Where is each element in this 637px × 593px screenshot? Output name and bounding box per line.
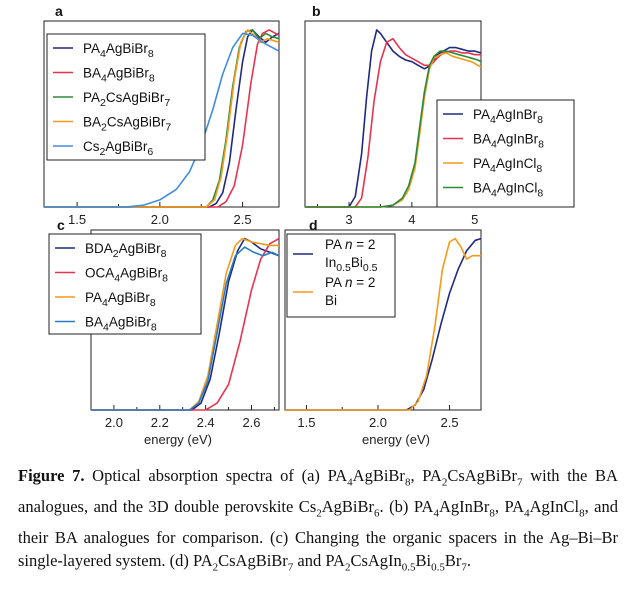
series-line-c-3 — [91, 246, 280, 411]
caption-subscript: 7 — [287, 561, 294, 574]
caption-text-run: , PA — [494, 496, 525, 516]
caption-text-run: AgInBr — [438, 496, 490, 516]
caption-text-run: Optical absorption spectra of (a) PA — [84, 466, 348, 485]
panel-label: b — [312, 3, 321, 19]
x-tick-label: 2.6 — [242, 415, 260, 430]
caption-text-run: and PA — [293, 551, 345, 571]
caption-text-run: Bi — [415, 551, 432, 571]
panel-label: d — [309, 217, 318, 233]
legend-box — [286, 233, 396, 318]
legend-entry-label: PA4AgInBr8 — [473, 107, 543, 126]
figure-7-absorption-spectra: a 1.5 2.0 2.5 PA4AgBiBr8 BA4AgBiBr8 PA2CsAgBiB… — [43, 3, 575, 447]
panel-c: c 2.0 2.2 2.4 2.6 BDA2AgBiBr8 OCA4AgBiBr8 PA4Ag… — [48, 217, 280, 447]
x-tick-label: 2.4 — [197, 415, 215, 430]
legend-box — [436, 99, 575, 208]
legend-entry-label: Cs2AgBiBr6 — [83, 139, 153, 158]
caption-subscript: 0.5 — [401, 561, 416, 574]
series-line-b-2 — [305, 52, 482, 208]
x-tick-label: 2.0 — [151, 212, 169, 227]
figure-label: Figure 7. — [18, 466, 85, 485]
legend-entry-label: Bi — [325, 293, 337, 308]
series-line-d-1 — [285, 237, 481, 411]
x-axis-label: energy (eV) — [362, 432, 430, 447]
caption-text-run: , PA — [410, 466, 442, 485]
legend: PA4AgBiBr8 BA4AgBiBr8 PA2CsAgBiBr7 BA2CsAgB… — [46, 33, 206, 161]
caption-subscript: 4 — [347, 476, 353, 489]
caption-subscript: 0.5 — [431, 561, 445, 574]
panel-b: b 3 4 5 PA4AgInBr8 BA4AgInBr8 PA4AgInCl8 BA4AgI… — [304, 3, 575, 227]
x-tick-label: 4 — [408, 212, 415, 227]
caption-text-run: AgBiBr — [321, 496, 375, 516]
series-line-a-4 — [44, 32, 280, 208]
x-tick-label: 5 — [471, 212, 478, 227]
caption-subscript: 6 — [374, 507, 380, 520]
caption-subscript: 8 — [579, 507, 585, 520]
panel-label: a — [55, 3, 63, 19]
caption-text: Optical absorption spectra of (a) PA4AgB… — [18, 466, 618, 574]
legend-entry-label: PA n = 2 — [325, 275, 375, 290]
legend-entry-label: OCA4AgBiBr8 — [85, 266, 168, 285]
x-tick-label: 2.5 — [440, 415, 458, 430]
caption-subscript: 4 — [433, 507, 439, 520]
caption-text-run: . (b) PA — [379, 496, 434, 516]
series-line-c-0 — [91, 237, 280, 411]
series-line-a-1 — [44, 29, 280, 208]
caption-text-run: AgInCl — [529, 496, 580, 516]
x-tick-label: 2.0 — [105, 415, 123, 430]
caption-subscript: 7 — [517, 476, 523, 489]
series-line-b-0 — [305, 29, 482, 208]
series-line-b-3 — [305, 50, 482, 208]
x-tick-label: 2.2 — [151, 415, 169, 430]
caption-subscript: 8 — [489, 507, 495, 520]
caption-subscript: 2 — [316, 507, 322, 520]
caption-text-run: with the BA analogues, and the 3D double… — [18, 466, 618, 516]
legend-box — [48, 233, 202, 335]
legend-entry-label: PA n = 2 — [325, 237, 375, 252]
legend-entry-label: PA4AgBiBr8 — [85, 290, 156, 309]
x-tick-label: 2.5 — [234, 212, 252, 227]
series-line-a-0 — [44, 29, 280, 208]
figure-caption: Figure 7. Optical absorption spectra of … — [18, 464, 618, 580]
legend-entry-label: BA4AgInBr8 — [473, 132, 544, 151]
legend-entry-label: BA4AgInCl8 — [473, 181, 543, 200]
caption-text-run: CsAgBiBr — [218, 551, 288, 571]
series-line-c-2 — [91, 237, 279, 411]
caption-subscript: 7 — [461, 561, 467, 574]
legend-box — [46, 33, 206, 161]
legend-entry-label: PA4AgBiBr8 — [83, 41, 154, 60]
x-tick-label: 1.5 — [68, 212, 86, 227]
caption-subscript: 4 — [524, 507, 530, 520]
series-line-c-1 — [91, 237, 280, 411]
x-tick-label: 3 — [345, 212, 352, 227]
caption-text-run: CsAgBiBr — [447, 466, 518, 485]
caption-text-run: Br — [444, 551, 462, 571]
x-axis-label: energy (eV) — [144, 432, 212, 447]
legend-entry-label: BA4AgBiBr8 — [85, 315, 157, 334]
legend-entry-label: BA4AgBiBr8 — [83, 66, 155, 85]
caption-subscript: 8 — [404, 476, 411, 489]
caption-text-run: AgBiBr — [352, 466, 405, 485]
legend-entry-label: BA2CsAgBiBr7 — [83, 115, 171, 134]
caption-text-run: CsAgIn — [350, 551, 402, 571]
panel-label: c — [57, 217, 65, 233]
legend: PA4AgInBr8 BA4AgInBr8 PA4AgInCl8 BA4AgInCl8 — [436, 99, 575, 208]
panel-a: a 1.5 2.0 2.5 PA4AgBiBr8 BA4AgBiBr8 PA2CsAgBiB… — [43, 3, 280, 227]
legend-entry-label: PA2CsAgBiBr7 — [83, 90, 170, 109]
legend: BDA2AgBiBr8 OCA4AgBiBr8 PA4AgBiBr8 BA4AgBiB… — [48, 233, 202, 335]
caption-subscript: 2 — [344, 561, 351, 574]
legend-entry-label: PA4AgInCl8 — [473, 156, 542, 175]
caption-subscript: 2 — [441, 476, 448, 489]
legend-entry-label: BDA2AgBiBr8 — [85, 241, 167, 260]
series-line-b-1 — [305, 37, 481, 208]
caption-subscript: 2 — [212, 561, 219, 574]
caption-text-run: . — [466, 551, 472, 571]
x-tick-label: 1.5 — [297, 415, 315, 430]
legend-entry-label: In0.5Bi0.5 — [325, 255, 378, 274]
caption-text-run: , and their BA analogues for comparison.… — [18, 496, 618, 571]
x-tick-label: 2.0 — [369, 415, 387, 430]
